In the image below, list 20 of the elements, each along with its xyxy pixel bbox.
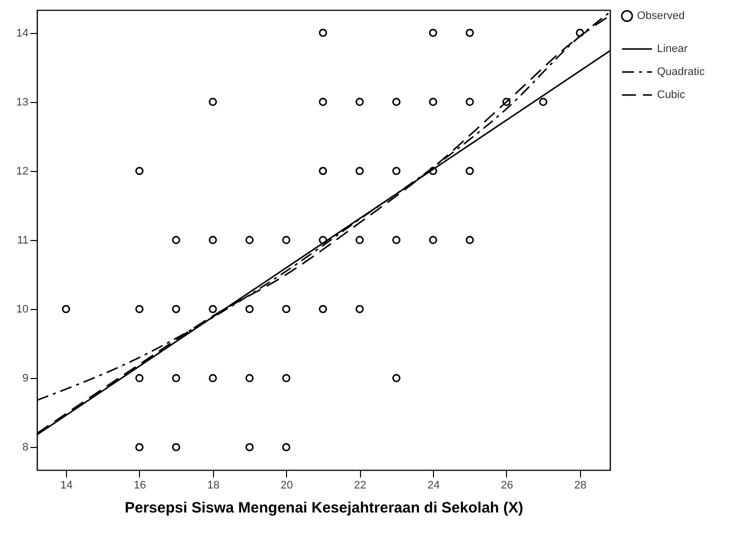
y-tick-label: 14 <box>16 27 28 40</box>
y-tick-label: 10 <box>16 304 28 316</box>
x-tick-label: 28 <box>574 480 587 492</box>
x-tick-label: 16 <box>134 480 146 492</box>
x-tick-label: 26 <box>500 480 514 492</box>
y-tick-label: 12 <box>16 165 28 178</box>
legend-label: Observed <box>637 10 685 22</box>
x-tick-label: 14 <box>60 480 73 492</box>
legend-label: Linear <box>657 43 688 55</box>
y-tick-label: 8 <box>22 442 28 454</box>
legend-label: Quadratic <box>657 66 706 78</box>
x-tick-label: 20 <box>280 480 293 492</box>
y-tick-label: 11 <box>17 234 28 246</box>
x-tick-label: 18 <box>207 480 220 492</box>
legend-label: Cubic <box>657 89 686 101</box>
x-tick-label: 22 <box>354 480 366 492</box>
y-tick-label: 13 <box>16 96 28 108</box>
x-tick-label: 24 <box>427 480 440 492</box>
y-tick-label: 9 <box>22 372 28 385</box>
x-axis-title: Persepsi Siswa Mengenai Kesejahtreraan di Sekolah (X) <box>124 500 524 516</box>
